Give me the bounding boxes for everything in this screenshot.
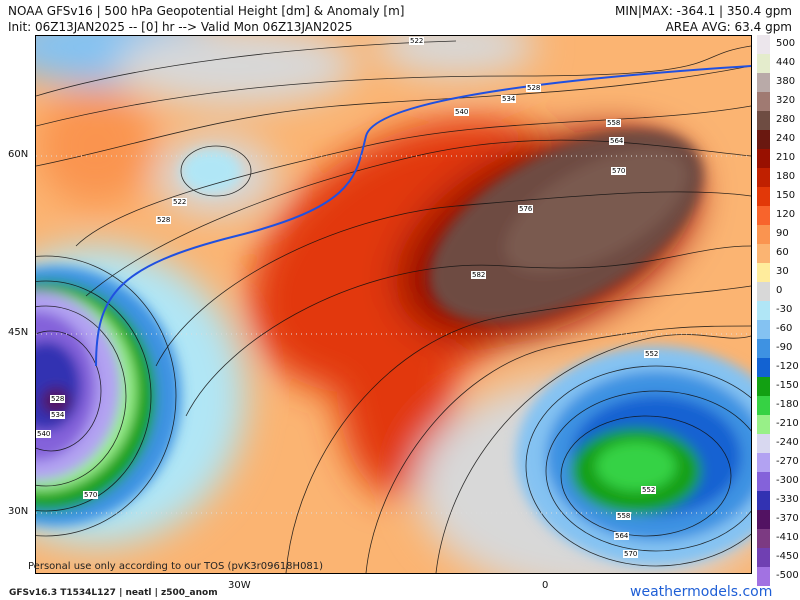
- lat-label-60n: 60N: [8, 149, 29, 160]
- colorbar-swatch: [757, 320, 770, 339]
- colorbar-label: 180: [776, 171, 796, 182]
- colorbar-swatch: [757, 225, 770, 244]
- colorbar-label: 0: [776, 285, 783, 296]
- contour-label: 558: [606, 119, 622, 127]
- colorbar-label: 380: [776, 76, 796, 87]
- colorbar-swatch: [757, 567, 770, 586]
- colorbar-label: 440: [776, 57, 796, 68]
- colorbar-swatch: [757, 510, 770, 529]
- colorbar-swatch: [757, 491, 770, 510]
- colorbar-label: 150: [776, 190, 796, 201]
- lat-label-30n: 30N: [8, 506, 29, 517]
- colorbar-label: -180: [776, 399, 799, 410]
- colorbar-swatch: [757, 187, 770, 206]
- colorbar-label: -150: [776, 380, 799, 391]
- contour-label: 534: [501, 95, 517, 103]
- contour-label: 540: [36, 430, 52, 438]
- colorbar-label: -30: [776, 304, 793, 315]
- colorbar-swatch: [757, 206, 770, 225]
- colorbar-label: -300: [776, 475, 799, 486]
- colorbar-swatch: [757, 263, 770, 282]
- map-title: NOAA GFSv16 | 500 hPa Geopotential Heigh…: [8, 4, 405, 18]
- colorbar-swatch: [757, 282, 770, 301]
- colorbar-label: -450: [776, 551, 799, 562]
- colorbar-label: 210: [776, 152, 796, 163]
- colorbar-label: 240: [776, 133, 796, 144]
- contour-label: 564: [614, 532, 630, 540]
- contour-label: 522: [409, 37, 425, 45]
- colorbar-swatch: [757, 415, 770, 434]
- contour-label: 528: [526, 84, 542, 92]
- colorbar-swatch: [757, 168, 770, 187]
- contour-label: 570: [611, 167, 627, 175]
- colorbar-label: -370: [776, 513, 799, 524]
- colorbar-label: -240: [776, 437, 799, 448]
- colorbar-swatch: [757, 130, 770, 149]
- colorbar-label: -410: [776, 532, 799, 543]
- colorbar-swatch: [757, 35, 770, 54]
- colorbar-label: -330: [776, 494, 799, 505]
- colorbar-swatch: [757, 73, 770, 92]
- colorbar-label: 500: [776, 38, 796, 49]
- colorbar-swatch: [757, 529, 770, 548]
- contour-label: 528: [50, 395, 66, 403]
- colorbar-label: 90: [776, 228, 789, 239]
- contour-label: 582: [471, 271, 487, 279]
- contour-label: 564: [609, 137, 625, 145]
- colorbar-label: 30: [776, 266, 789, 277]
- colorbar-swatch: [757, 111, 770, 130]
- colorbar-label: 120: [776, 209, 796, 220]
- colorbar-label: -60: [776, 323, 793, 334]
- contour-label: 528: [156, 216, 172, 224]
- colorbar-label: -210: [776, 418, 799, 429]
- colorbar-label: -270: [776, 456, 799, 467]
- colorbar-swatch: [757, 92, 770, 111]
- colorbar-label: -90: [776, 342, 793, 353]
- colorbar-label: 320: [776, 95, 796, 106]
- lon-label-0: 0: [542, 580, 549, 591]
- colorbar-label: -500: [776, 570, 799, 581]
- colorbar-swatch: [757, 339, 770, 358]
- colorbar-swatch: [757, 54, 770, 73]
- contour-label: 570: [623, 550, 639, 558]
- colorbar-swatch: [757, 396, 770, 415]
- anomaly-field: [36, 36, 751, 573]
- tos-notice: Personal use only according to our TOS (…: [28, 561, 324, 572]
- contour-label: 558: [616, 512, 632, 520]
- contour-label: 540: [454, 108, 470, 116]
- min-max-readout: MIN|MAX: -364.1 | 350.4 gpm: [615, 4, 792, 18]
- colorbar-swatch: [757, 453, 770, 472]
- lat-label-45n: 45N: [8, 327, 29, 338]
- contour-label: 522: [172, 198, 188, 206]
- colorbar-swatch: [757, 472, 770, 491]
- colorbar-swatch: [757, 358, 770, 377]
- contour-label: 552: [644, 350, 660, 358]
- init-valid-time: Init: 06Z13JAN2025 -- [0] hr --> Valid M…: [8, 20, 353, 34]
- colorbar-label: -120: [776, 361, 799, 372]
- area-average-readout: AREA AVG: 63.4 gpm: [665, 20, 792, 34]
- colorbar-swatch: [757, 434, 770, 453]
- colorbar-label: 60: [776, 247, 789, 258]
- contour-label: 534: [50, 411, 66, 419]
- contour-label: 576: [518, 205, 534, 213]
- contour-label: 552: [641, 486, 657, 494]
- colorbar-swatch: [757, 548, 770, 567]
- anomaly-map: 522 528 534 540 558 564 570 576 582 522 …: [35, 35, 752, 574]
- site-link[interactable]: weathermodels.com: [630, 584, 773, 600]
- colorbar-swatch: [757, 149, 770, 168]
- colorbar-swatch: [757, 244, 770, 263]
- contour-label: 570: [83, 491, 99, 499]
- colorbar-swatch: [757, 301, 770, 320]
- colorbar-swatch: [757, 377, 770, 396]
- lon-label-30w: 30W: [228, 580, 251, 591]
- model-info: GFSv16.3 T1534L127 | neatl | z500_anom: [9, 588, 218, 598]
- colorbar-label: 280: [776, 114, 796, 125]
